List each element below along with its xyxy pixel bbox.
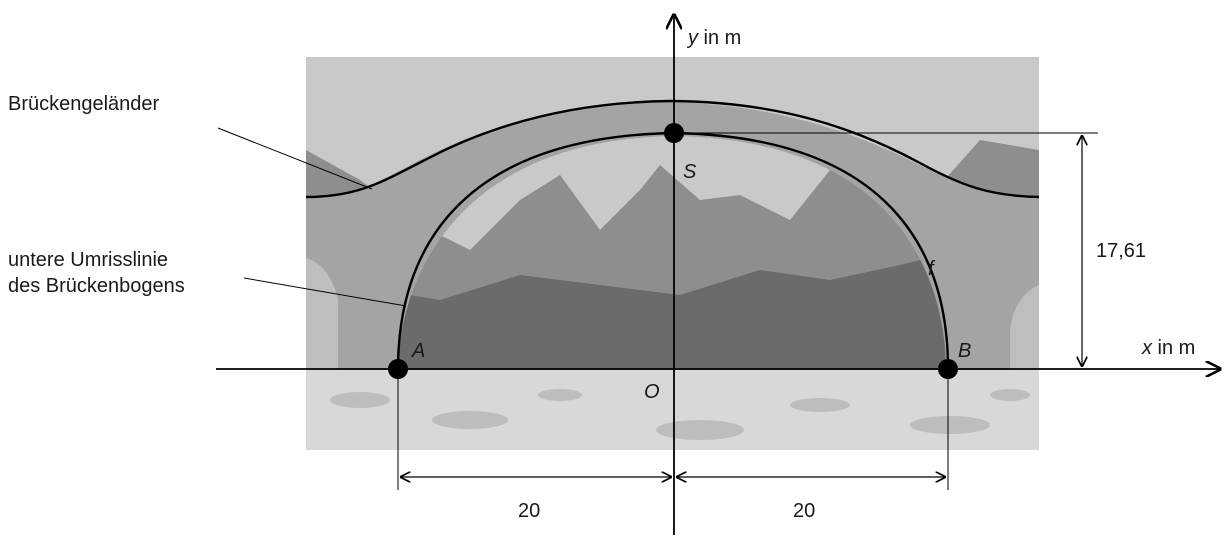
x-axis-label: x in m [1141,337,1195,359]
function-label: f [928,258,936,280]
y-axis-label: y in m [686,27,741,49]
railing-label: Brückengeländer [8,93,160,115]
photo-side-arch-right [1010,285,1039,370]
railing-pointer [217,127,373,190]
point-s-marker [664,123,684,143]
photo-bridge-structure [306,102,1039,370]
photo-forest [306,250,1039,370]
bridge-photo [306,57,1039,450]
left-distance-label: 20 [518,500,540,522]
outline-label-line2: des Brückenbogens [8,275,185,297]
point-a-label: A [411,340,425,362]
point-b-marker [938,359,958,379]
point-b-label: B [958,340,971,362]
height-label: 17,61 [1096,240,1146,262]
outline-pointer [243,277,407,307]
point-s-label: S [683,161,697,183]
photo-river [306,370,1039,450]
photo-river-stones [330,389,1030,440]
right-distance-label: 20 [793,500,815,522]
railing-curve [305,99,1040,199]
photo-side-arch-left [306,258,338,370]
outline-label-line1: untere Umrisslinie [8,249,168,271]
origin-label: O [644,381,660,403]
point-a-marker [388,359,408,379]
